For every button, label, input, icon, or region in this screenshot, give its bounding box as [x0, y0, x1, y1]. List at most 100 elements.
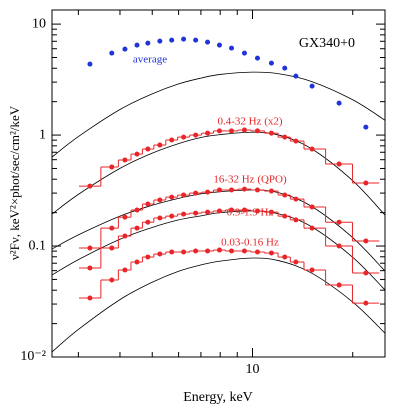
model-curve: [52, 71, 385, 158]
data-point: [363, 270, 369, 276]
data-point: [229, 128, 235, 134]
data-point: [181, 211, 187, 217]
data-point: [145, 146, 151, 152]
data-point: [181, 192, 187, 198]
model-curve: [52, 131, 385, 216]
data-point: [309, 83, 315, 89]
data-point: [268, 130, 274, 136]
data-point: [109, 245, 115, 251]
data-point: [216, 128, 222, 134]
data-point: [87, 61, 93, 67]
data-point: [216, 187, 222, 193]
model-curve: [52, 257, 385, 353]
data-point: [293, 196, 299, 202]
data-point: [229, 45, 235, 51]
data-point: [145, 40, 151, 46]
data-point: [193, 210, 199, 216]
data-point: [254, 55, 260, 61]
data-point: [241, 248, 247, 254]
data-point: [169, 194, 175, 200]
data-point: [282, 134, 288, 140]
data-point: [122, 267, 128, 273]
series-label: 0.4-32 Hz (x2): [217, 116, 282, 128]
step-riser: [100, 250, 353, 304]
data-point: [336, 100, 342, 106]
data-point: [363, 238, 369, 244]
data-point: [205, 189, 211, 195]
data-point: [193, 37, 199, 43]
x-axis-label: Energy, keV: [183, 390, 253, 405]
data-point: [193, 132, 199, 138]
data-point: [254, 208, 260, 214]
data-point: [157, 142, 163, 148]
data-point: [87, 183, 93, 189]
data-point: [336, 243, 342, 249]
data-point: [309, 267, 315, 273]
data-point: [363, 300, 369, 306]
data-point: [336, 282, 342, 288]
data-point: [157, 215, 163, 221]
data-point: [157, 38, 163, 44]
data-point: [241, 50, 247, 56]
data-point: [254, 249, 260, 255]
data-point: [254, 187, 260, 193]
series-label: 0.03-0.16 Hz: [221, 237, 279, 249]
data-point: [229, 248, 235, 254]
data-point: [134, 225, 140, 231]
data-point: [169, 37, 175, 43]
data-point: [216, 247, 222, 253]
y-tick-label: 10: [32, 16, 46, 31]
data-point: [181, 249, 187, 255]
data-point: [134, 207, 140, 213]
data-point: [145, 254, 151, 260]
data-point: [268, 209, 274, 215]
data-point: [122, 46, 128, 52]
data-point: [336, 219, 342, 225]
data-point: [122, 157, 128, 163]
data-point: [229, 187, 235, 193]
data-point: [282, 254, 288, 260]
data-point: [109, 50, 115, 56]
data-point: [134, 42, 140, 48]
data-point: [87, 265, 93, 271]
model-curve: [52, 189, 385, 272]
data-point: [293, 217, 299, 223]
plot-frame: [51, 9, 386, 358]
data-point: [157, 197, 163, 203]
data-point: [87, 245, 93, 251]
data-point: [169, 249, 175, 255]
data-point: [109, 277, 115, 283]
data-point: [309, 204, 315, 210]
data-point: [145, 219, 151, 225]
data-point: [205, 248, 211, 254]
data-point: [282, 213, 288, 219]
data-point: [181, 134, 187, 140]
chart-title: GX340+0: [299, 36, 355, 51]
data-point: [241, 186, 247, 192]
data-point: [122, 214, 128, 220]
x-tick-label: 10: [245, 362, 259, 377]
data-point: [336, 161, 342, 167]
data-point: [134, 259, 140, 265]
data-point: [293, 259, 299, 265]
data-point: [241, 207, 247, 213]
data-point: [268, 250, 274, 256]
data-point: [254, 128, 260, 134]
data-point: [282, 192, 288, 198]
data-point: [241, 127, 247, 133]
data-point: [309, 225, 315, 231]
y-tick-label: 10⁻²: [20, 349, 46, 364]
data-point: [181, 36, 187, 42]
data-point: [293, 138, 299, 144]
data-point: [109, 164, 115, 170]
data-point: [157, 251, 163, 257]
y-axis-label: ν²Fν, keV²×phot/sec/cm²/keV: [7, 105, 22, 260]
data-point: [122, 233, 128, 239]
series-label: 16-32 Hz (QPO): [213, 174, 287, 186]
data-point: [363, 180, 369, 186]
data-point: [169, 213, 175, 219]
data-point: [216, 42, 222, 48]
y-tick-label: 1: [39, 127, 46, 142]
data-point: [282, 65, 288, 71]
